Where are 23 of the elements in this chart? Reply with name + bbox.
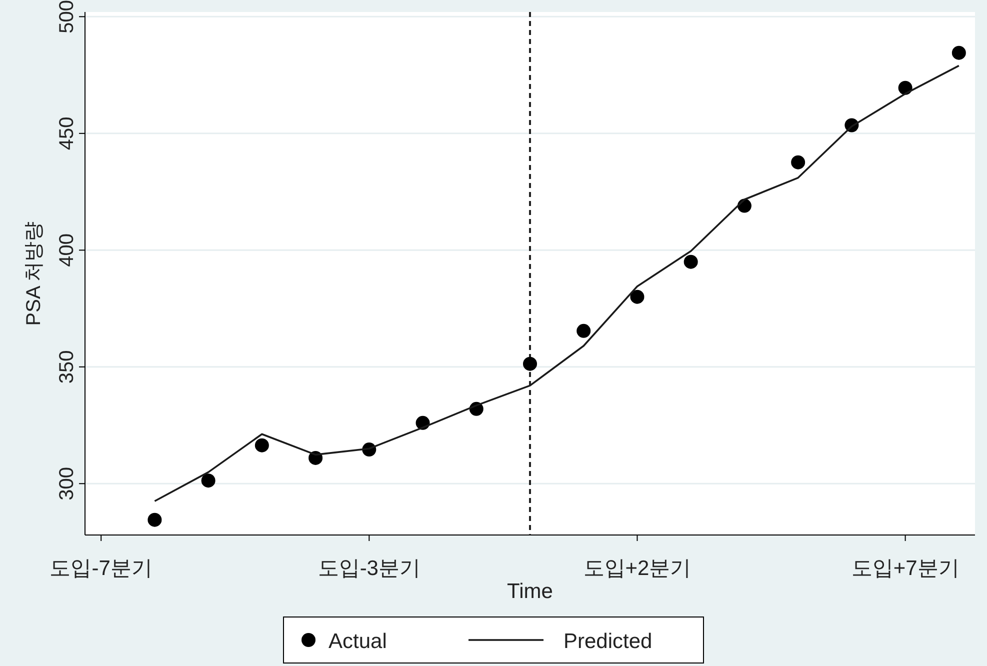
y-tick-label: 350 — [56, 350, 78, 384]
legend-label: Actual — [328, 630, 387, 653]
x-tick-label: 도입+2분기 — [583, 557, 692, 580]
x-tick-label: 도입-7분기 — [50, 557, 152, 580]
x-tick-label: 도입+7분기 — [851, 557, 960, 580]
y-axis-title: PSA 처방량 — [23, 221, 45, 326]
point — [576, 324, 591, 338]
point — [254, 438, 269, 452]
point — [791, 155, 806, 170]
point — [523, 356, 537, 371]
point — [201, 474, 216, 488]
x-axis-title: Time — [507, 580, 553, 603]
y-tick-label: 400 — [56, 233, 78, 267]
y-tick-label: 500 — [56, 0, 78, 34]
y-tick-label: 300 — [56, 466, 78, 500]
line-series — [154, 64, 960, 502]
point — [148, 512, 162, 527]
point — [630, 290, 644, 304]
y-tick-label: 450 — [56, 116, 78, 150]
point — [952, 46, 966, 60]
legend-label: Predicted — [564, 630, 652, 653]
point — [684, 254, 698, 269]
x-tick-label: 도입-3분기 — [318, 557, 420, 580]
